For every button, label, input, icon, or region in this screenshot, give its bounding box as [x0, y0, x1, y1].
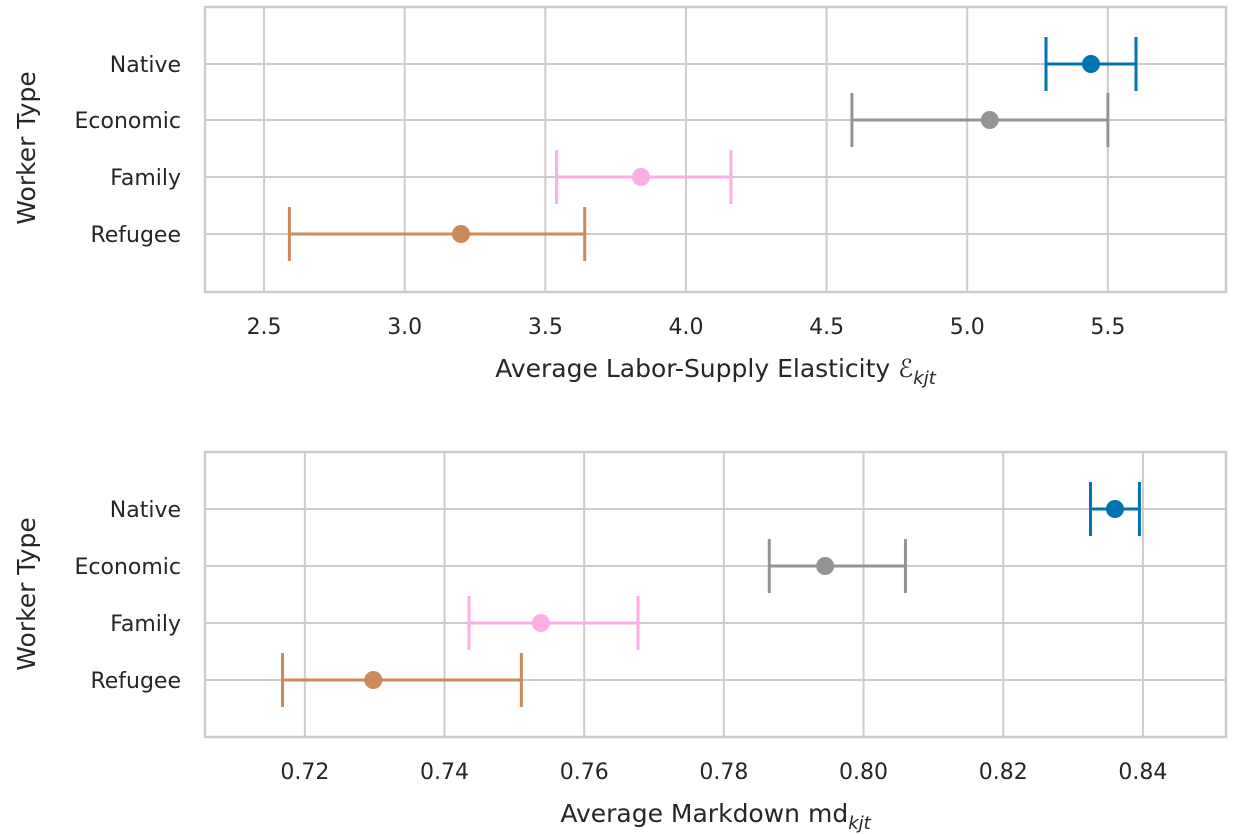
y-axis-label: Worker Type	[12, 517, 41, 670]
y-tick-label-family: Family	[110, 612, 181, 637]
y-tick-label-refugee: Refugee	[90, 669, 181, 694]
y-tick-label-economic: Economic	[75, 555, 182, 580]
x-tick-label: 0.76	[560, 760, 609, 785]
point-marker	[451, 225, 470, 243]
point-family	[555, 150, 733, 204]
point-marker	[631, 168, 650, 186]
x-tick-label: 0.74	[420, 760, 469, 785]
x-tick-label: 4.5	[809, 315, 844, 340]
y-tick-label-economic: Economic	[75, 109, 182, 134]
y-tick-label-refugee: Refugee	[90, 223, 181, 248]
point-marker	[980, 111, 999, 129]
x-axis-label-subscript: kjt	[848, 813, 871, 834]
x-tick-label: 0.80	[839, 760, 888, 785]
plot-frame	[203, 5, 1228, 294]
point-marker	[816, 557, 835, 575]
x-tick-label: 0.82	[979, 760, 1028, 785]
x-tick-label: 5.0	[950, 315, 985, 340]
x-tick-label: 2.5	[247, 315, 282, 340]
point-economic	[850, 93, 1110, 147]
point-marker	[364, 671, 383, 689]
y-tick-label-family: Family	[110, 166, 181, 191]
panel-elasticity: 2.5 3.0 3.5 4.0 4.5 5.0 5.5 Native Economic Famil…	[12, 5, 1228, 389]
point-family	[467, 596, 640, 650]
y-tick-label-native: Native	[110, 498, 181, 523]
x-tick-label: 3.0	[387, 315, 422, 340]
point-native	[1089, 482, 1141, 536]
point-native	[1044, 37, 1138, 91]
panel-markdown: 0.72 0.74 0.76 0.78 0.80 0.82 0.84 Native Econom…	[12, 450, 1228, 834]
y-axis-label: Worker Type	[12, 71, 41, 224]
x-axis-label-text: Average Labor-Supply Elasticity	[495, 354, 898, 383]
x-tick-label: 5.5	[1090, 315, 1125, 340]
point-marker	[1081, 55, 1100, 73]
x-tick-label: 0.78	[699, 760, 748, 785]
x-axis-label: Average Labor-Supply Elasticity ℰkjt	[495, 354, 937, 389]
point-refugee	[281, 653, 523, 707]
point-marker	[531, 614, 550, 632]
x-tick-label: 4.0	[668, 315, 703, 340]
x-axis-label-text: Average Markdown md	[560, 799, 848, 828]
x-axis-label-subscript: kjt	[913, 368, 936, 389]
x-axis-label: Average Markdown mdkjt	[560, 799, 871, 834]
x-tick-label: 3.5	[528, 315, 563, 340]
point-economic	[767, 539, 907, 593]
x-tick-label: 0.72	[280, 760, 329, 785]
y-tick-label-native: Native	[110, 53, 181, 78]
point-refugee	[287, 207, 587, 261]
point-marker	[1105, 500, 1124, 518]
x-axis-label-symbol: ℰ	[898, 354, 913, 383]
x-tick-label: 0.84	[1118, 760, 1167, 785]
plot-frame	[203, 450, 1228, 739]
